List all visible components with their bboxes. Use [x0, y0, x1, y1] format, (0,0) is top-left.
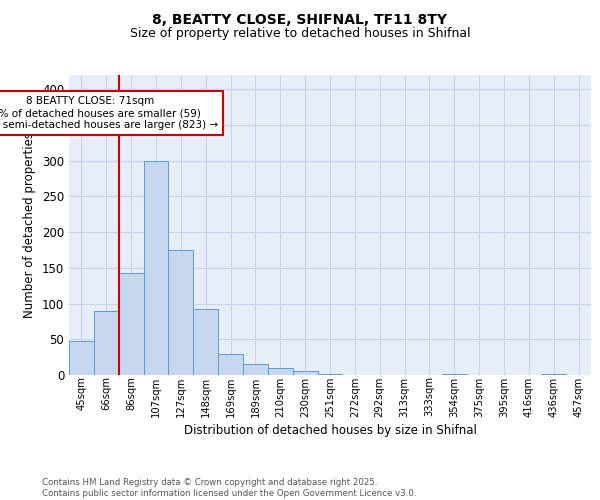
Bar: [268, 368, 293, 375]
Bar: [442, 374, 467, 375]
Bar: [193, 308, 218, 375]
Bar: [143, 160, 169, 375]
X-axis label: Distribution of detached houses by size in Shifnal: Distribution of detached houses by size …: [184, 424, 476, 436]
Text: 8 BEATTY CLOSE: 71sqm
← 7% of detached houses are smaller (59)
93% of semi-detac: 8 BEATTY CLOSE: 71sqm ← 7% of detached h…: [0, 96, 218, 130]
Bar: [119, 273, 143, 375]
Bar: [293, 372, 317, 375]
Bar: [541, 374, 566, 375]
Bar: [317, 374, 343, 375]
Bar: [218, 354, 243, 375]
Text: Contains HM Land Registry data © Crown copyright and database right 2025.
Contai: Contains HM Land Registry data © Crown c…: [42, 478, 416, 498]
Bar: [69, 342, 94, 375]
Bar: [169, 250, 193, 375]
Text: 8, BEATTY CLOSE, SHIFNAL, TF11 8TY: 8, BEATTY CLOSE, SHIFNAL, TF11 8TY: [152, 12, 448, 26]
Y-axis label: Number of detached properties: Number of detached properties: [23, 132, 37, 318]
Bar: [243, 364, 268, 375]
Text: Size of property relative to detached houses in Shifnal: Size of property relative to detached ho…: [130, 28, 470, 40]
Bar: [94, 310, 119, 375]
